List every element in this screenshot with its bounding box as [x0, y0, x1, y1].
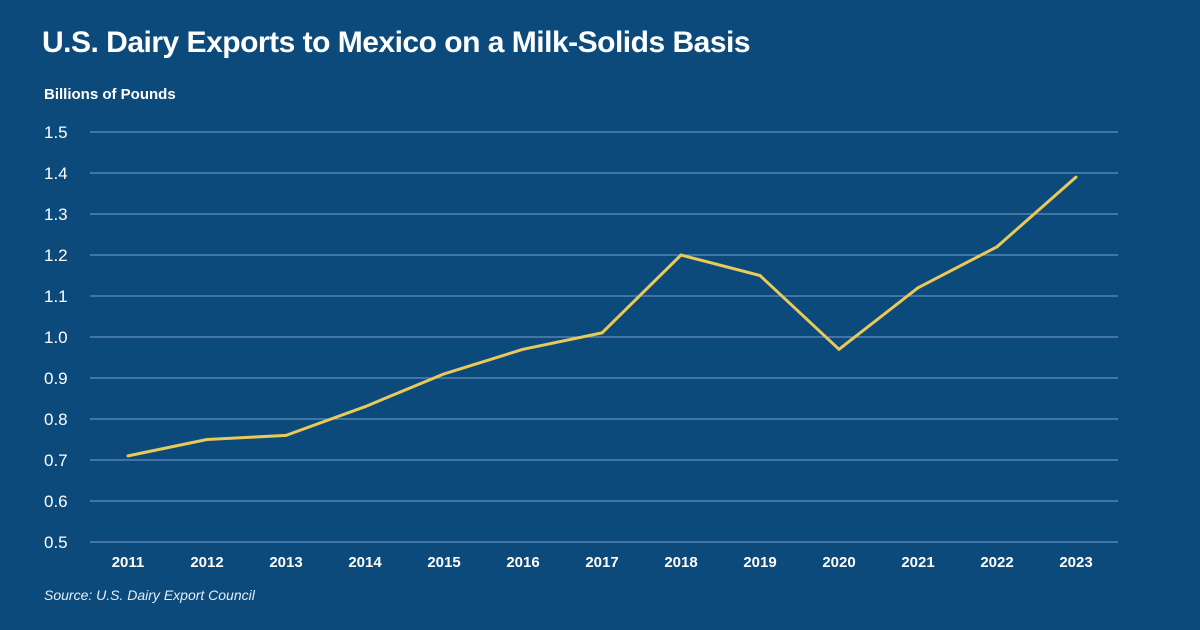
x-tick-label: 2014 — [348, 554, 382, 571]
y-tick-label: 1.4 — [44, 164, 68, 183]
data-point — [837, 347, 841, 351]
x-tick-label: 2019 — [743, 554, 776, 571]
y-tick-label: 0.9 — [44, 369, 68, 388]
series-line — [127, 175, 1077, 458]
y-tick-label: 0.7 — [44, 451, 68, 470]
y-tick-label: 0.8 — [44, 410, 68, 429]
data-point — [995, 245, 999, 249]
data-point — [284, 433, 288, 437]
x-tick-label: 2018 — [664, 554, 697, 571]
y-tick-label: 0.5 — [44, 533, 68, 552]
x-tick-label: 2015 — [427, 554, 460, 571]
data-point — [679, 253, 683, 257]
data-point — [363, 405, 367, 409]
data-point — [521, 347, 525, 351]
data-point — [442, 372, 446, 376]
x-tick-label: 2023 — [1059, 554, 1092, 571]
source-note: Source: U.S. Dairy Export Council — [44, 587, 255, 603]
data-point — [600, 331, 604, 335]
data-point — [1074, 175, 1078, 179]
y-tick-label: 0.6 — [44, 492, 68, 511]
y-tick-label: 1.5 — [44, 123, 68, 142]
x-tick-label: 2020 — [822, 554, 855, 571]
x-tick-label: 2011 — [112, 554, 145, 571]
y-tick-label: 1.1 — [44, 287, 68, 306]
y-tick-label: 1.0 — [44, 328, 68, 347]
x-tick-label: 2013 — [269, 554, 302, 571]
data-point — [205, 438, 209, 441]
x-tick-label: 2016 — [506, 554, 539, 571]
y-tick-label: 1.2 — [44, 246, 68, 265]
y-axis-label: Billions of Pounds — [44, 86, 176, 103]
x-tick-label: 2022 — [980, 554, 1013, 571]
data-point — [758, 274, 762, 277]
x-tick-label: 2012 — [190, 554, 223, 571]
y-tick-label: 1.3 — [44, 205, 68, 224]
data-point — [916, 286, 920, 290]
data-point — [126, 454, 130, 458]
x-tick-label: 2017 — [585, 554, 618, 571]
x-tick-label: 2021 — [901, 554, 934, 571]
chart-title: U.S. Dairy Exports to Mexico on a Milk-S… — [42, 26, 751, 59]
